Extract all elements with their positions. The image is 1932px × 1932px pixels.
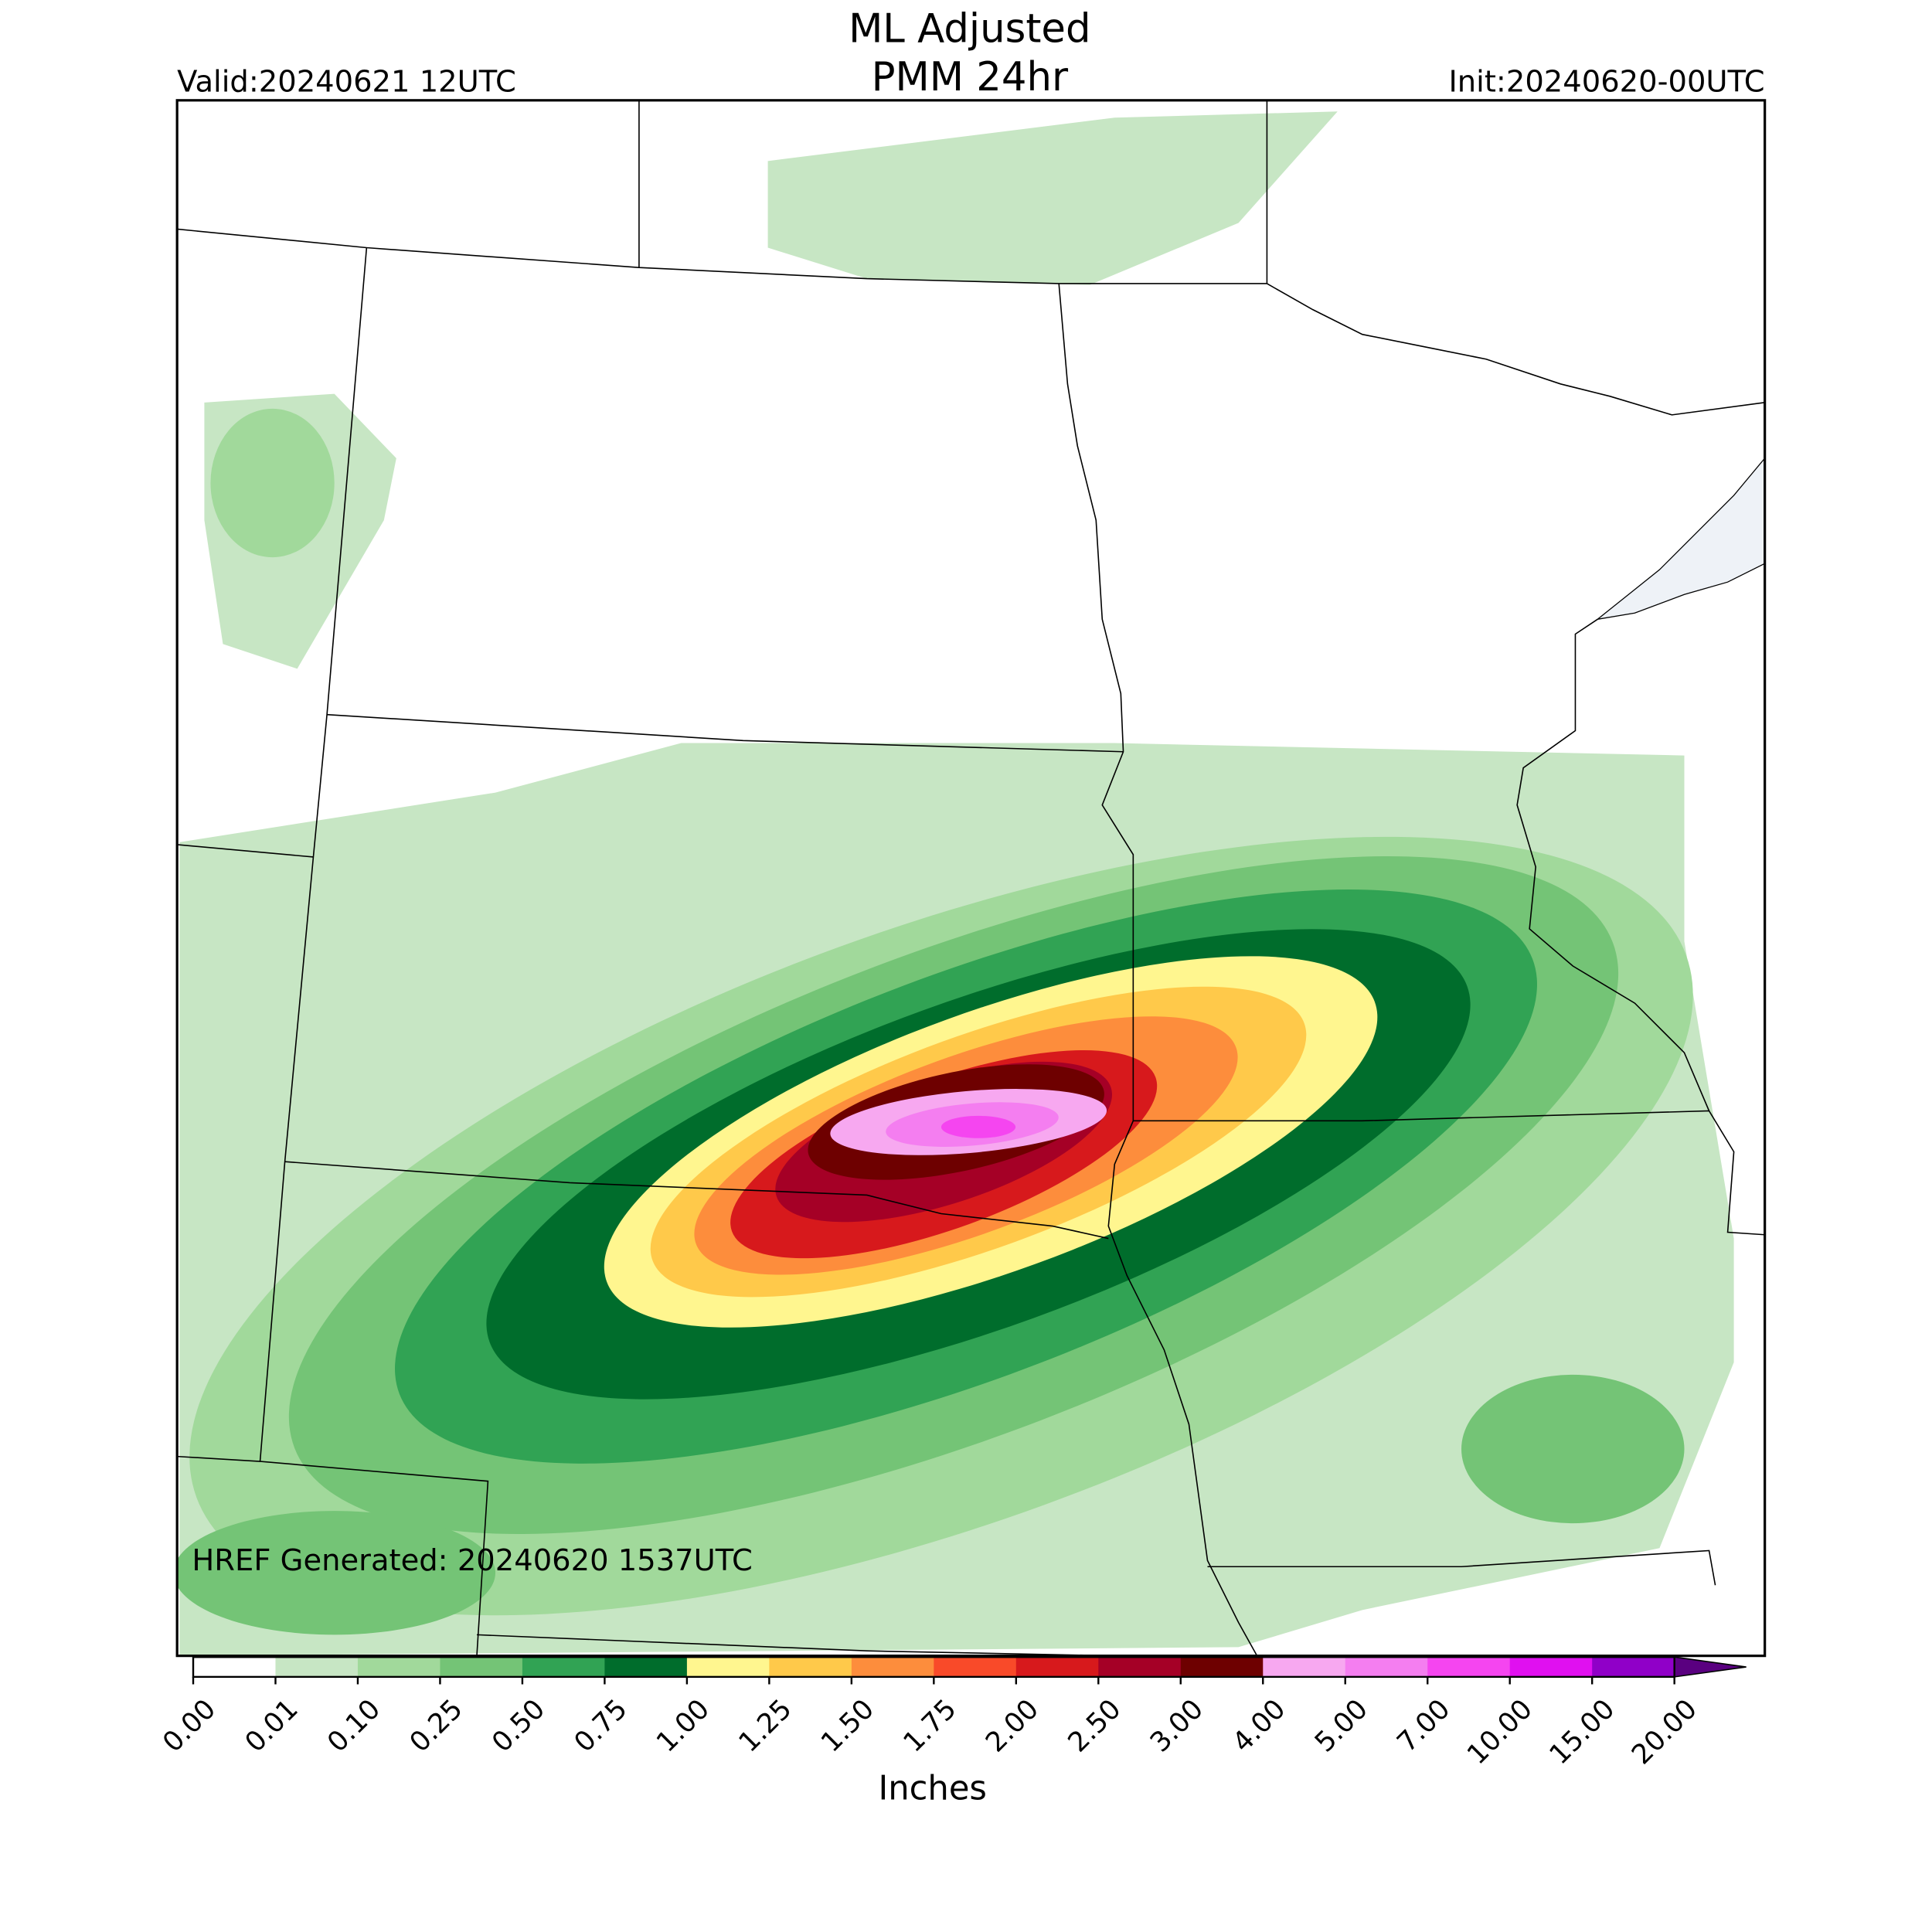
precip-area xyxy=(940,1115,1016,1138)
border xyxy=(1267,283,1765,416)
colorbar-box xyxy=(686,1657,770,1677)
generated-note: HREF Generated: 20240620 1537UTC xyxy=(192,1543,752,1578)
colorbar-box xyxy=(275,1657,359,1677)
precip-area xyxy=(767,111,1338,285)
border xyxy=(1516,618,1710,1111)
colorbar-box xyxy=(440,1657,523,1677)
colorbar-box xyxy=(1592,1657,1675,1677)
border xyxy=(1207,1549,1716,1586)
title-line: PMM 24hr xyxy=(872,54,1069,100)
colorbar-box xyxy=(1015,1657,1100,1677)
lake xyxy=(1595,457,1765,621)
colorbar-label: Inches xyxy=(878,1770,987,1808)
colorbar-box xyxy=(604,1657,688,1677)
border xyxy=(327,713,1124,753)
colorbar-box xyxy=(1345,1657,1429,1677)
precip-layer xyxy=(177,111,1734,1656)
map-borders xyxy=(177,100,1765,1656)
init-time: Init:20240620-00UTC xyxy=(1448,65,1764,100)
precip-area xyxy=(210,408,335,558)
border xyxy=(284,1161,1109,1240)
valid-time: Valid:20240621 12UTC xyxy=(177,65,516,100)
border xyxy=(1133,1110,1765,1236)
colorbar-box xyxy=(1427,1657,1511,1677)
colorbar-box xyxy=(357,1657,441,1677)
title-line: ML Adjusted xyxy=(849,5,1090,52)
border xyxy=(1058,283,1258,1656)
colorbar-box xyxy=(1509,1657,1593,1677)
colorbar-box xyxy=(1263,1657,1346,1677)
colorbar-box xyxy=(193,1657,277,1677)
border xyxy=(476,1634,1115,1656)
colorbar-box xyxy=(851,1657,935,1677)
colorbar-box xyxy=(1180,1657,1264,1677)
colorbar-box xyxy=(769,1657,852,1677)
map-frame xyxy=(175,99,1767,1658)
colorbar-box xyxy=(522,1657,606,1677)
border xyxy=(177,844,314,858)
border xyxy=(177,1455,260,1462)
precip-area xyxy=(177,1511,495,1635)
precip-area xyxy=(1461,1374,1685,1524)
colorbar-box xyxy=(934,1657,1017,1677)
colorbar-box xyxy=(1098,1657,1182,1677)
